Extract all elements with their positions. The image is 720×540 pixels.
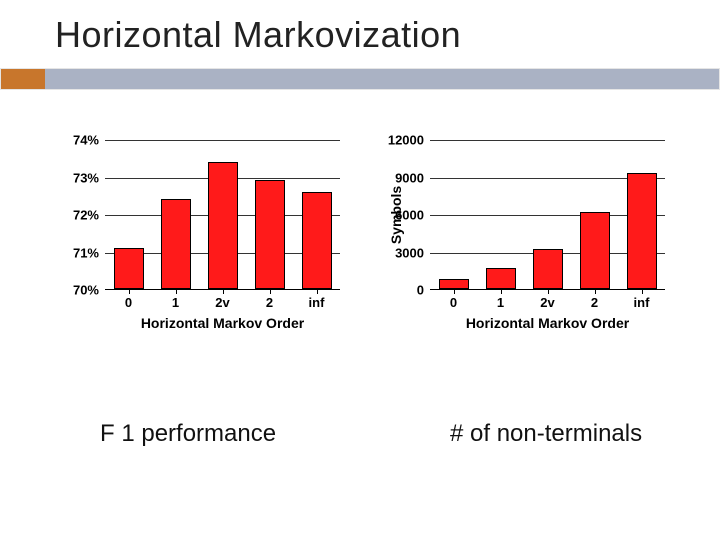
left-chart-bar bbox=[255, 180, 285, 289]
right-chart-plot-area: 030006000900012000012v2infHorizontal Mar… bbox=[430, 140, 665, 290]
left-chart-xtick-mark bbox=[223, 289, 224, 294]
left-chart-xlabel: Horizontal Markov Order bbox=[105, 315, 340, 331]
right-chart-ytick: 12000 bbox=[388, 133, 424, 148]
right-chart-xtick-mark bbox=[548, 289, 549, 294]
left-chart-xtick: 2 bbox=[266, 295, 273, 310]
right-chart-ylabel: Symbols bbox=[388, 185, 404, 243]
left-chart-ytick: 72% bbox=[73, 208, 99, 223]
right-bar-chart: 030006000900012000012v2infHorizontal Mar… bbox=[380, 140, 685, 350]
right-chart-ytick: 0 bbox=[417, 283, 424, 298]
right-chart-xtick-mark bbox=[595, 289, 596, 294]
title-accent-bar bbox=[0, 68, 720, 90]
left-chart-xtick-mark bbox=[129, 289, 130, 294]
right-chart-xtick: 2v bbox=[540, 295, 554, 310]
left-chart-bars bbox=[105, 140, 340, 289]
right-chart-xtick: inf bbox=[634, 295, 650, 310]
left-chart-xtick-mark bbox=[317, 289, 318, 294]
right-chart-xtick-mark bbox=[642, 289, 643, 294]
left-chart-bar bbox=[161, 199, 191, 289]
right-chart-caption: # of non-terminals bbox=[450, 420, 642, 448]
left-chart-plot-area: 70%71%72%73%74%012v2infHorizontal Markov… bbox=[105, 140, 340, 290]
left-chart-xtick: 2v bbox=[215, 295, 229, 310]
right-chart-ytick: 9000 bbox=[395, 170, 424, 185]
right-chart-ytick: 3000 bbox=[395, 245, 424, 260]
right-chart-xtick: 2 bbox=[591, 295, 598, 310]
left-chart-xtick-mark bbox=[176, 289, 177, 294]
right-chart-xtick: 0 bbox=[450, 295, 457, 310]
left-chart-bar bbox=[208, 162, 238, 290]
right-chart-bars bbox=[430, 140, 665, 289]
left-chart-xtick: 0 bbox=[125, 295, 132, 310]
right-chart-bar bbox=[580, 212, 610, 290]
right-chart-bar bbox=[486, 268, 516, 289]
left-chart-ytick: 73% bbox=[73, 170, 99, 185]
right-chart-bar bbox=[439, 279, 469, 289]
right-chart-bar bbox=[533, 249, 563, 289]
left-chart-xtick: inf bbox=[309, 295, 325, 310]
left-chart-bar bbox=[302, 192, 332, 290]
right-chart-bar bbox=[627, 173, 657, 289]
slide-title: Horizontal Markovization bbox=[55, 14, 461, 56]
right-chart-xtick: 1 bbox=[497, 295, 504, 310]
left-chart-xtick: 1 bbox=[172, 295, 179, 310]
left-chart-ytick: 71% bbox=[73, 245, 99, 260]
left-bar-chart: 70%71%72%73%74%012v2infHorizontal Markov… bbox=[55, 140, 360, 350]
right-chart-xlabel: Horizontal Markov Order bbox=[430, 315, 665, 331]
left-chart-ytick: 70% bbox=[73, 283, 99, 298]
left-chart-xtick-mark bbox=[270, 289, 271, 294]
right-chart-xtick-mark bbox=[454, 289, 455, 294]
left-chart-ytick: 74% bbox=[73, 133, 99, 148]
left-chart-caption: F 1 performance bbox=[100, 420, 276, 448]
right-chart-xtick-mark bbox=[501, 289, 502, 294]
left-chart-bar bbox=[114, 248, 144, 289]
